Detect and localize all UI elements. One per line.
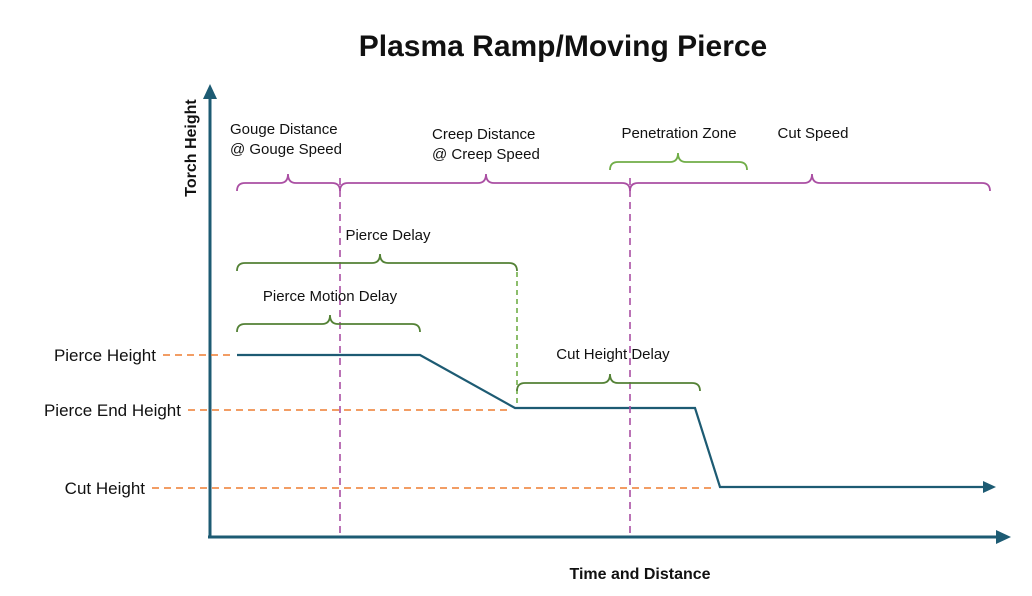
- cut-speed-label: Cut Speed: [778, 125, 849, 142]
- creep-distance-label-line2: @ Creep Speed: [432, 146, 540, 163]
- x-axis-arrow-icon: [996, 530, 1011, 544]
- cut-height-delay-brace: [516, 373, 701, 392]
- penetration-zone-label: Penetration Zone: [621, 125, 736, 142]
- creep-distance-label-line1: Creep Distance: [432, 126, 535, 143]
- profile-arrow-icon: [983, 481, 996, 493]
- pierce-end-height-label: Pierce End Height: [44, 401, 181, 420]
- pierce-motion-delay-brace: [236, 314, 421, 333]
- creep-distance-brace: [339, 173, 631, 192]
- y-axis-arrow-icon: [203, 84, 217, 99]
- x-axis-label: Time and Distance: [569, 566, 710, 583]
- pierce-height-label: Pierce Height: [54, 346, 156, 365]
- cut-height-label: Cut Height: [65, 479, 146, 498]
- pierce-motion-delay-label: Pierce Motion Delay: [263, 288, 398, 305]
- gouge-distance-label-line1: Gouge Distance: [230, 121, 338, 138]
- y-axis-label: Torch Height: [183, 99, 200, 197]
- gouge-distance-label-line2: @ Gouge Speed: [230, 141, 342, 158]
- torch-height-profile-line: [237, 353, 985, 489]
- cut-speed-brace: [629, 173, 991, 192]
- penetration-zone-brace: [609, 152, 748, 171]
- diagram-title: Plasma Ramp/Moving Pierce: [359, 30, 768, 63]
- pierce-delay-brace: [236, 253, 518, 272]
- gouge-distance-brace: [236, 173, 341, 192]
- pierce-delay-label: Pierce Delay: [345, 227, 431, 244]
- cut-height-delay-label: Cut Height Delay: [556, 346, 670, 363]
